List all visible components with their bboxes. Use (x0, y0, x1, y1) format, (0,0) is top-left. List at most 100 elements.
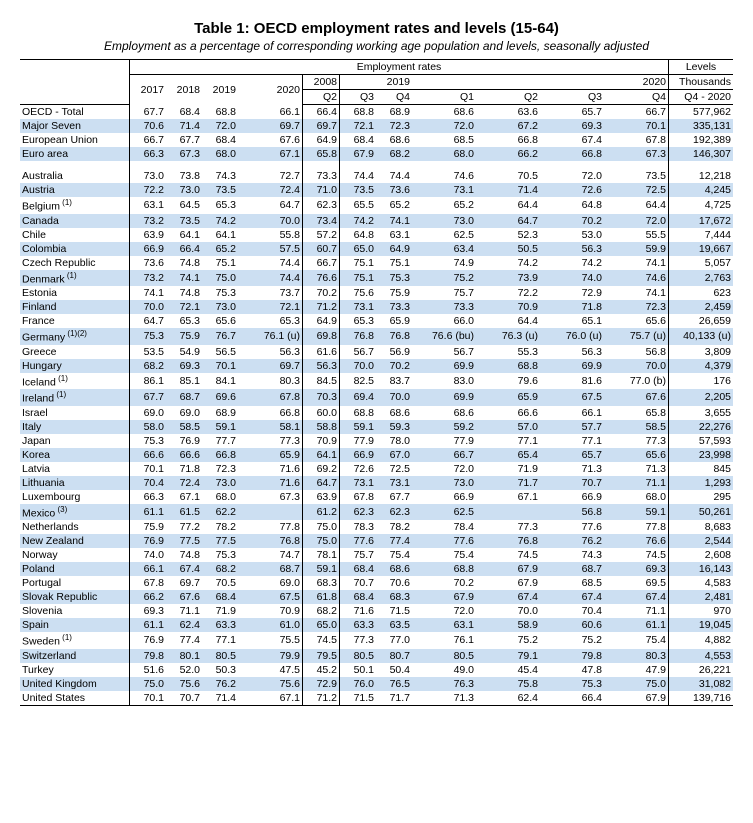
cell-value: 66.9 (340, 448, 377, 462)
cell-level: 26,221 (669, 663, 734, 677)
cell-value: 67.6 (238, 133, 303, 147)
cell-value: 71.6 (238, 476, 303, 490)
cell-value: 66.1 (540, 406, 604, 420)
cell-value: 64.4 (604, 197, 669, 214)
row-label: Netherlands (20, 520, 130, 534)
cell-value: 76.5 (376, 677, 412, 691)
cell-value: 69.6 (202, 389, 238, 406)
table-row: Belgium (1)63.164.565.364.762.365.565.26… (20, 197, 733, 214)
row-label: New Zealand (20, 534, 130, 548)
cell-value: 66.4 (540, 691, 604, 706)
row-label: Turkey (20, 663, 130, 677)
table-row: Israel69.069.068.966.860.068.868.668.666… (20, 406, 733, 420)
cell-value: 75.3 (376, 270, 412, 287)
table-row: Chile63.964.164.155.857.264.863.162.552.… (20, 228, 733, 242)
cell-value: 74.5 (604, 548, 669, 562)
cell-value: 73.0 (412, 214, 476, 228)
cell-value: 71.6 (238, 462, 303, 476)
cell-value: 60.6 (540, 618, 604, 632)
cell-value: 73.8 (166, 169, 202, 183)
cell-value: 73.0 (166, 183, 202, 197)
cell-value: 71.1 (604, 476, 669, 490)
cell-value: 58.0 (130, 420, 167, 434)
table-row: New Zealand76.977.577.576.875.077.677.47… (20, 534, 733, 548)
cell-value: 57.0 (476, 420, 540, 434)
cell-value: 69.9 (412, 359, 476, 373)
table-row: Poland66.167.468.268.759.168.468.668.867… (20, 562, 733, 576)
cell-value: 61.1 (130, 618, 167, 632)
cell-value: 64.1 (202, 228, 238, 242)
cell-value: 66.2 (476, 147, 540, 161)
cell-value: 68.4 (340, 562, 377, 576)
cell-value: 77.6 (412, 534, 476, 548)
table-body: OECD - Total67.768.468.866.166.468.868.9… (20, 105, 733, 706)
cell-value: 68.2 (202, 562, 238, 576)
cell-value: 74.2 (202, 214, 238, 228)
row-label: Norway (20, 548, 130, 562)
cell-value: 67.6 (166, 590, 202, 604)
row-label: Latvia (20, 462, 130, 476)
cell-value: 47.8 (540, 663, 604, 677)
cell-value: 75.2 (412, 270, 476, 287)
cell-value: 71.3 (604, 462, 669, 476)
cell-value: 74.6 (412, 169, 476, 183)
table-row: Korea66.666.666.865.964.166.967.066.765.… (20, 448, 733, 462)
row-note: (1) (60, 198, 72, 207)
cell-value: 76.6 (604, 534, 669, 548)
cell-value: 77.1 (202, 632, 238, 649)
table-row: Slovak Republic66.267.668.467.561.868.46… (20, 590, 733, 604)
cell-value: 74.0 (540, 270, 604, 287)
cell-value: 65.2 (376, 197, 412, 214)
cell-value: 66.1 (130, 562, 167, 576)
row-label: France (20, 314, 130, 328)
cell-value: 75.0 (303, 520, 340, 534)
cell-value: 75.1 (340, 270, 377, 287)
table-row: Switzerland79.880.180.579.979.580.580.78… (20, 649, 733, 663)
cell-value: 69.7 (303, 119, 340, 133)
cell-value: 67.7 (130, 389, 167, 406)
cell-value: 75.0 (303, 534, 340, 548)
table-row: Czech Republic73.674.875.174.466.775.175… (20, 256, 733, 270)
cell-value: 62.4 (476, 691, 540, 706)
cell-value: 74.2 (540, 256, 604, 270)
cell-level: 335,131 (669, 119, 734, 133)
header-emp-rates: Employment rates (130, 60, 669, 75)
cell-level: 176 (669, 373, 734, 390)
cell-value: 63.1 (412, 618, 476, 632)
cell-value: 72.4 (166, 476, 202, 490)
cell-value (238, 504, 303, 521)
cell-value: 77.2 (166, 520, 202, 534)
cell-value: 65.6 (604, 448, 669, 462)
cell-value: 73.6 (130, 256, 167, 270)
cell-value: 68.4 (166, 105, 202, 120)
cell-value: 66.7 (130, 133, 167, 147)
cell-value: 70.3 (303, 389, 340, 406)
cell-value: 71.3 (540, 462, 604, 476)
cell-value: 73.1 (340, 300, 377, 314)
cell-value: 72.9 (303, 677, 340, 691)
cell-value: 75.4 (412, 548, 476, 562)
cell-value: 83.0 (412, 373, 476, 390)
cell-value: 75.3 (130, 328, 167, 345)
cell-value: 69.7 (238, 119, 303, 133)
cell-value: 69.3 (540, 119, 604, 133)
cell-value: 56.3 (540, 345, 604, 359)
cell-value: 65.8 (604, 406, 669, 420)
cell-value: 50.3 (202, 663, 238, 677)
cell-value: 66.4 (303, 105, 340, 120)
cell-level: 970 (669, 604, 734, 618)
cell-value: 61.1 (604, 618, 669, 632)
cell-value: 58.8 (303, 420, 340, 434)
cell-value: 77.3 (604, 434, 669, 448)
cell-level: 5,057 (669, 256, 734, 270)
cell-value: 63.6 (476, 105, 540, 120)
hdr-q2a: Q2 (303, 90, 340, 105)
cell-value: 65.0 (340, 242, 377, 256)
cell-value: 71.4 (202, 691, 238, 706)
table-row: France64.765.365.665.364.965.365.966.064… (20, 314, 733, 328)
cell-value: 74.1 (376, 214, 412, 228)
cell-level: 4,882 (669, 632, 734, 649)
cell-value: 72.2 (130, 183, 167, 197)
cell-value: 74.1 (604, 256, 669, 270)
cell-level: 57,593 (669, 434, 734, 448)
